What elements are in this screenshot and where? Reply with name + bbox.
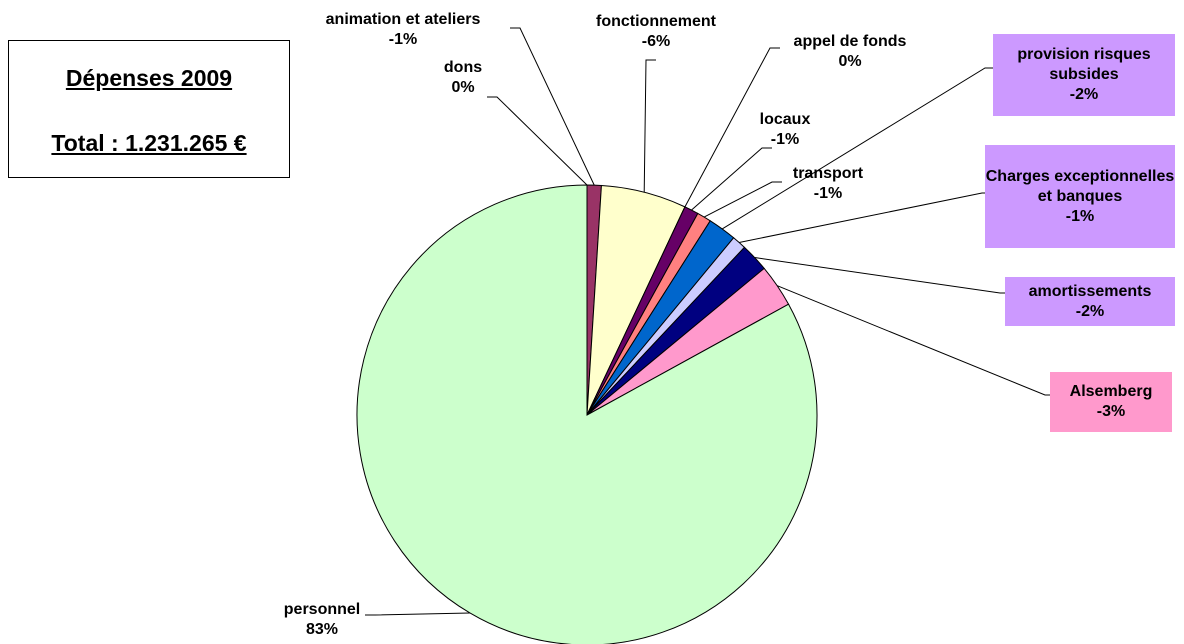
label-value: -2% [1075,302,1105,320]
label-value: -6% [641,33,671,50]
leader-line [691,147,772,211]
leader-line [487,96,588,186]
label-name: locaux [759,111,811,128]
data-label: Alsemberg -3% [1050,372,1172,432]
data-label: personnel 83% [262,600,382,640]
leader-line [510,27,595,186]
data-label: locaux -1% [745,110,825,150]
label-name: animation et ateliers [325,11,481,28]
data-label: fonctionnement -6% [576,12,736,52]
chart-title: Dépenses 2009 [65,65,233,91]
label-value: -2% [1069,86,1099,103]
label-name: appel de fonds [793,33,907,50]
label-name: transport [792,165,864,182]
leader-line [643,59,656,193]
label-value: 0% [838,53,862,70]
chart-subtitle: Total : 1.231.265 € [51,130,247,156]
data-label: animation et ateliers -1% [303,10,503,50]
label-name: amortissements [1028,282,1152,300]
leader-line [721,67,995,230]
leader-line [703,181,782,218]
label-value: 0% [451,79,475,96]
label-name: Charges exceptionnelles et banques [985,167,1175,205]
label-name: provision risques subsides [1017,46,1151,83]
label-name: Alsemberg [1069,383,1153,400]
label-value: 83% [305,621,339,638]
leader-line [684,47,780,208]
label-value: -1% [1065,207,1095,225]
label-value: -1% [388,31,418,48]
leader-line [754,257,1010,294]
label-value: -3% [1096,403,1126,420]
pie-slice [356,184,818,644]
label-name: dons [443,59,483,76]
label-value: -1% [770,131,800,148]
data-label: provision risques subsides -2% [993,34,1175,116]
label-name: personnel [283,601,361,618]
label-name: fonctionnement [596,13,716,30]
title-box: Dépenses 2009 Total : 1.231.265 € [8,40,290,178]
data-label: Charges exceptionnelles et banques -1% [985,145,1175,248]
data-label: transport -1% [778,164,878,204]
leader-line [365,612,470,616]
label-value: -1% [813,185,843,202]
data-label: appel de fonds 0% [775,32,925,72]
data-label: amortissements -2% [1005,277,1175,326]
data-label: dons 0% [433,58,493,98]
